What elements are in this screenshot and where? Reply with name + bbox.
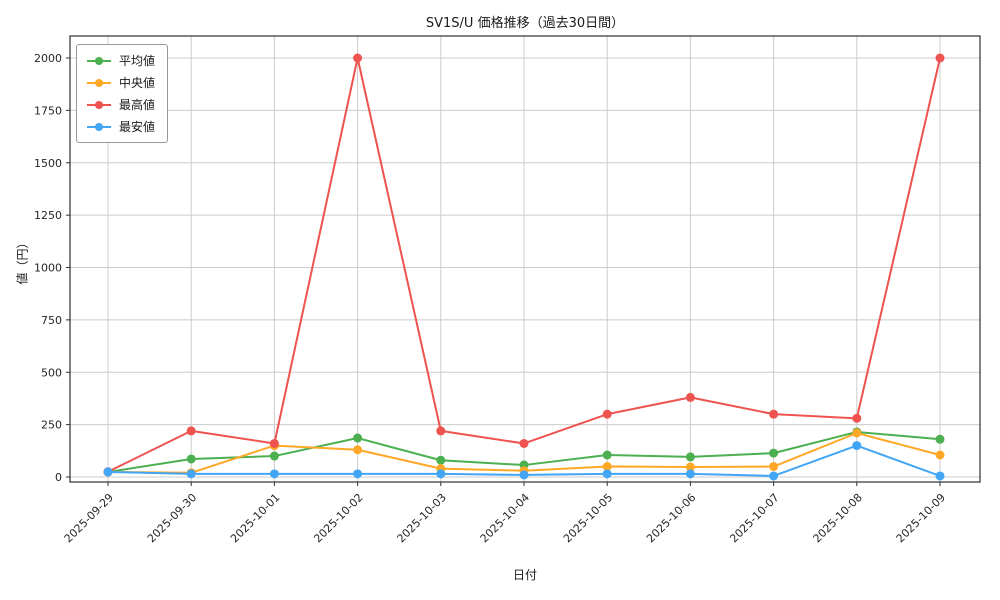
data-point-marker xyxy=(769,462,779,472)
y-tick-label: 500 xyxy=(41,366,62,379)
x-tick-label: 2025-10-03 xyxy=(395,491,449,545)
x-tick-label: 2025-10-08 xyxy=(811,491,865,545)
legend-item-median: 中央値 xyxy=(86,74,155,91)
data-point-marker xyxy=(602,462,612,472)
data-point-marker xyxy=(269,438,279,448)
data-point-marker xyxy=(602,469,612,479)
data-point-marker xyxy=(353,469,363,479)
legend-marker-icon xyxy=(87,56,111,65)
x-tick-label: 2025-10-06 xyxy=(644,491,698,545)
x-axis-label: 日付 xyxy=(512,568,537,582)
x-tick-label: 2025-09-30 xyxy=(145,491,199,545)
data-point-marker xyxy=(935,471,945,481)
y-tick-label: 250 xyxy=(41,419,62,432)
data-point-marker xyxy=(269,469,279,479)
data-point-marker xyxy=(186,469,196,479)
data-point-marker xyxy=(852,428,862,438)
data-point-marker xyxy=(685,469,695,479)
data-point-marker xyxy=(852,441,862,451)
data-point-marker xyxy=(519,438,529,448)
y-tick-label: 1000 xyxy=(34,262,62,275)
data-point-marker xyxy=(685,392,695,402)
legend-item-average: 平均値 xyxy=(86,52,155,69)
x-tick-label: 2025-10-05 xyxy=(561,491,615,545)
x-tick-label: 2025-09-29 xyxy=(62,491,116,545)
legend-label: 最高値 xyxy=(119,98,156,112)
grid xyxy=(70,36,980,482)
chart-title: SV1S/U 価格推移（過去30日間） xyxy=(425,16,625,31)
data-point-marker xyxy=(353,53,363,63)
data-point-marker xyxy=(602,409,612,419)
data-point-marker xyxy=(353,445,363,455)
x-tick-label: 2025-10-07 xyxy=(727,491,781,545)
data-point-marker xyxy=(602,450,612,460)
y-tick-label: 1750 xyxy=(34,104,62,117)
data-point-marker xyxy=(935,53,945,63)
x-tick-label: 2025-10-04 xyxy=(478,491,532,545)
data-point-marker xyxy=(769,448,779,458)
series-highest xyxy=(103,53,945,477)
legend-marker-icon xyxy=(87,78,111,87)
data-point-marker xyxy=(353,433,363,443)
data-point-marker xyxy=(519,470,529,480)
legend-label: 中央値 xyxy=(119,76,156,90)
legend-label: 平均値 xyxy=(119,54,156,68)
y-tick-label: 750 xyxy=(41,314,62,327)
y-tick-label: 1250 xyxy=(34,209,62,222)
legend-item-highest: 最高値 xyxy=(86,96,155,113)
x-tick-label: 2025-10-09 xyxy=(894,491,948,545)
x-tick-label: 2025-10-02 xyxy=(311,491,365,545)
legend-label: 最安値 xyxy=(119,120,156,134)
data-point-marker xyxy=(852,413,862,423)
legend-item-lowest: 最安値 xyxy=(86,118,155,135)
legend-marker-icon xyxy=(87,100,111,109)
data-point-marker xyxy=(769,409,779,419)
data-point-marker xyxy=(436,469,446,479)
data-point-marker xyxy=(103,467,113,477)
x-tick-label: 2025-10-01 xyxy=(228,491,282,545)
y-tick-label: 1500 xyxy=(34,157,62,170)
data-point-marker xyxy=(685,462,695,472)
legend-marker-icon xyxy=(87,122,111,131)
data-point-marker xyxy=(186,454,196,464)
plot-border xyxy=(69,35,981,483)
data-point-marker xyxy=(436,455,446,465)
y-tick-label: 0 xyxy=(55,471,62,484)
legend: 平均値中央値最高値最安値 xyxy=(76,44,169,143)
data-point-marker xyxy=(436,426,446,436)
y-tick-label: 2000 xyxy=(34,52,62,65)
data-point-marker xyxy=(685,452,695,462)
series-lowest xyxy=(103,441,945,481)
data-point-marker xyxy=(769,471,779,481)
data-point-marker xyxy=(935,450,945,460)
data-point-marker xyxy=(269,451,279,461)
axis-ticks: 0 250 500 750 1000 1250 1500 1750 2000 2025-09-29… xyxy=(34,52,948,545)
data-point-marker xyxy=(186,426,196,436)
data-point-marker xyxy=(935,434,945,444)
